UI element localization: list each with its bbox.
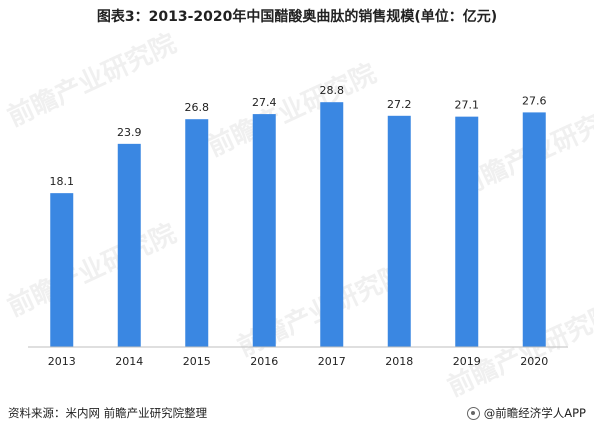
value-labels-group: 18.1 23.9 26.8 27.4 28.8 27.2 27.1 27.6 <box>50 84 547 188</box>
value-label-2016: 27.4 <box>252 96 277 109</box>
x-tick-label-2018: 2018 <box>385 355 413 368</box>
bar-2019 <box>455 116 479 348</box>
bar-2014 <box>117 143 141 347</box>
source-note: 资料来源：米内网 前瞻产业研究院整理 <box>8 406 208 420</box>
bars-group <box>50 102 546 348</box>
bar-2018 <box>387 115 411 347</box>
x-tick-label-2019: 2019 <box>453 355 481 368</box>
bar-2020 <box>522 112 546 348</box>
value-label-2018: 27.2 <box>387 98 412 111</box>
bar-2016 <box>252 114 276 347</box>
x-tick-label-2015: 2015 <box>183 355 211 368</box>
value-label-2013: 18.1 <box>50 175 75 188</box>
x-tick-label-2020: 2020 <box>520 355 548 368</box>
brand: @前瞻经济学人APP <box>466 405 586 421</box>
brand-label: @前瞻经济学人APP <box>483 406 586 420</box>
chart-title: 图表3：2013-2020年中国醋酸奥曲肽的销售规模(单位：亿元) <box>96 9 498 25</box>
value-label-2015: 26.8 <box>185 101 210 114</box>
x-tick-label-2016: 2016 <box>250 355 278 368</box>
value-label-2019: 27.1 <box>455 99 480 112</box>
value-label-2017: 28.8 <box>320 84 345 97</box>
x-tick-label-2017: 2017 <box>318 355 346 368</box>
bar-2017 <box>320 102 344 347</box>
brand-logo-icon <box>466 406 480 420</box>
x-tick-label-2014: 2014 <box>115 355 143 368</box>
x-tick-label-2013: 2013 <box>48 355 76 368</box>
x-tick-labels-group: 2013 2014 2015 2016 2017 2018 2019 2020 <box>48 355 549 368</box>
value-label-2020: 27.6 <box>522 94 547 107</box>
value-label-2014: 23.9 <box>117 126 142 139</box>
bar-2015 <box>185 119 209 347</box>
bar-2013 <box>50 193 74 347</box>
